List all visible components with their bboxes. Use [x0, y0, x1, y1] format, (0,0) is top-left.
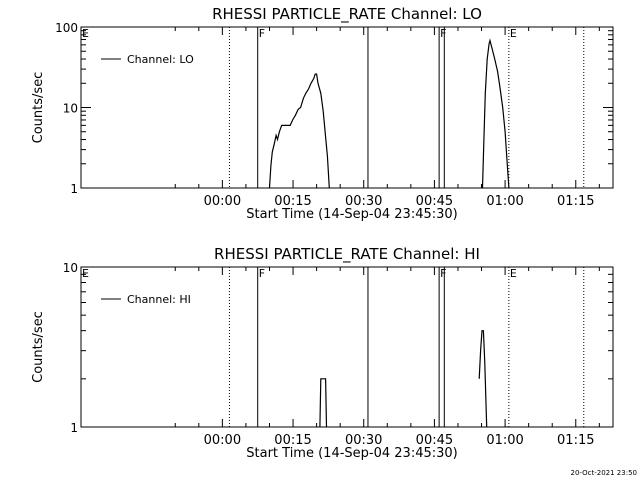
footer-timestamp: 20-Oct-2021 23:50	[571, 469, 637, 477]
x-tick-label: 01:15	[557, 433, 594, 448]
x-axis-label: Start Time (14-Sep-04 23:45:30)	[246, 207, 457, 222]
y-tick-label: 10	[63, 261, 78, 275]
event-marker-label: F	[440, 267, 446, 280]
x-tick-label: 00:15	[274, 194, 311, 209]
series-line	[319, 378, 328, 428]
series-line	[481, 38, 510, 189]
series-line	[478, 330, 488, 428]
chart-panel-1: RHESSI PARTICLE_RATE Channel: LO Counts/s…	[31, 5, 614, 222]
event-marker-label: E	[510, 27, 517, 40]
x-tick-label: 01:15	[557, 194, 594, 209]
x-tick-label: 00:00	[204, 194, 241, 209]
legend-label: Channel: LO	[127, 53, 194, 66]
y-axis-label: Counts/sec	[31, 72, 46, 144]
y-tick-label: 100	[55, 21, 78, 35]
y-tick-label: 10	[63, 102, 78, 116]
event-marker-label: F	[259, 27, 265, 40]
plot-frame	[80, 266, 614, 428]
chart-panel-2: RHESSI PARTICLE_RATE Channel: HI Counts/s…	[31, 245, 614, 461]
x-tick-label: 00:00	[204, 433, 241, 448]
x-tick-label: 01:00	[486, 194, 523, 209]
chart-title: RHESSI PARTICLE_RATE Channel: LO	[212, 5, 482, 24]
x-tick-label: 00:15	[274, 433, 311, 448]
event-marker-label: E	[510, 267, 517, 280]
x-tick-label: 00:30	[345, 433, 382, 448]
legend-label: Channel: HI	[127, 293, 191, 306]
x-axis-label: Start Time (14-Sep-04 23:45:30)	[246, 446, 457, 461]
y-axis-label: Counts/sec	[31, 311, 46, 383]
x-tick-label: 00:45	[416, 433, 453, 448]
plot-frame	[80, 26, 614, 189]
event-marker-label: F	[259, 267, 265, 280]
event-marker-label: E	[82, 27, 89, 40]
event-marker-label: E	[82, 267, 89, 280]
x-tick-label: 01:00	[486, 433, 523, 448]
event-marker-label: F	[440, 27, 446, 40]
y-tick-label: 1	[70, 182, 78, 196]
chart-title: RHESSI PARTICLE_RATE Channel: HI	[214, 245, 480, 264]
y-tick-label: 1	[70, 421, 78, 435]
series-line	[268, 73, 330, 189]
x-tick-label: 00:45	[416, 194, 453, 209]
x-tick-label: 00:30	[345, 194, 382, 209]
